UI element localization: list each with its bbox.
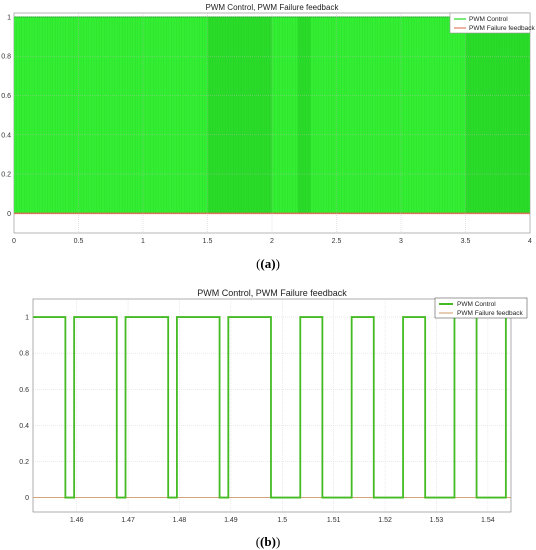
chart-b-y-ticks: 0 0.2 0.4 0.6 0.8 1: [19, 315, 29, 503]
chart-b-legend: PWM Control PWM Failure feedback: [434, 297, 528, 319]
chart-b-x-tick-label: 1.51: [327, 517, 341, 524]
caption-b: ((b)): [255, 534, 281, 549]
chart-b-x-tick-label: 1.52: [378, 517, 392, 524]
legend-label-pwm-control: PWM Control: [469, 16, 508, 23]
series-pwm-control-band-1: [297, 16, 311, 214]
series-pwm-control-band-2: [465, 16, 530, 214]
chart-b-x-tick-label: 1.47: [121, 517, 135, 524]
chart-b-x-ticks: 1.46 1.47 1.48 1.49 1.5 1.51 1.52 1.53 1.54: [70, 517, 495, 524]
caption-b-text: (b): [260, 534, 276, 549]
chart-a-y-tick-label: 0.4: [1, 132, 11, 139]
legend-b-label-pwm-control: PWM Control: [457, 301, 496, 308]
chart-b-plot-area: [32, 298, 512, 513]
chart-a-y-tick-label: 0: [7, 211, 11, 218]
chart-a-x-tick-label: 3.5: [461, 238, 471, 245]
chart-a-x-tick-label: 0.5: [74, 238, 84, 245]
legend-box: [449, 12, 531, 34]
chart-b-y-tick-label: 0.8: [19, 351, 29, 358]
chart-a-y-tick-label: 0.6: [1, 93, 11, 100]
chart-a-y-tick-label: 0.2: [1, 172, 11, 179]
series-pwm-control-line: [33, 316, 511, 499]
legend-b-label-pwm-failure-feedback: PWM Failure feedback: [457, 310, 523, 317]
chart-b-y-tick-label: 1: [25, 315, 29, 322]
chart-b-y-tick-label: 0.4: [19, 423, 29, 430]
chart-a-y-tick-label: 0.8: [1, 54, 11, 61]
chart-b-y-tick-label: 0: [25, 495, 29, 502]
chart-a-x-tick-label: 1: [141, 238, 145, 245]
chart-a-x-ticks: 0 0.5 1 1.5 2 2.5 3 3.5 4: [12, 238, 532, 245]
legend-label-pwm-failure-feedback: PWM Failure feedback: [469, 25, 535, 32]
caption-a: ((a)): [256, 256, 280, 271]
chart-b-x-tick-label: 1.49: [224, 517, 238, 524]
chart-b-x-tick-label: 1.48: [173, 517, 187, 524]
chart-b-x-tick-label: 1.54: [481, 517, 495, 524]
chart-a-x-tick-label: 2.5: [332, 238, 342, 245]
chart-a-x-tick-label: 0: [12, 238, 16, 245]
chart-b-title: PWM Control, PWM Failure feedback: [197, 288, 347, 298]
chart-a-x-tick-label: 4: [528, 238, 532, 245]
caption-a-text: (a): [260, 256, 276, 271]
chart-b-frame: [32, 298, 512, 513]
chart-a-legend: PWM Control PWM Failure feedback: [449, 12, 535, 34]
legend-box-b: [434, 297, 528, 319]
chart-b-x-tick-label: 1.46: [70, 517, 84, 524]
chart-a-x-tick-label: 1.5: [203, 238, 213, 245]
chart-a-y-ticks: 0 0.2 0.4 0.6 0.8 1: [1, 14, 11, 217]
chart-a-x-tick-label: 3: [399, 238, 403, 245]
chart-a-x-tick-label: 2: [270, 238, 274, 245]
chart-a-plot-area: [13, 12, 531, 234]
chart-a: PWM Control, PWM Failure feedback 0 0.5 1 1…: [1, 3, 535, 245]
chart-b-x-tick-label: 1.53: [430, 517, 444, 524]
chart-a-title: PWM Control, PWM Failure feedback: [206, 3, 340, 12]
series-pwm-control-band-0: [207, 16, 272, 214]
chart-b-y-tick-label: 0.6: [19, 387, 29, 394]
chart-a-y-tick-label: 1: [7, 14, 11, 21]
chart-b-y-tick-label: 0.2: [19, 459, 29, 466]
chart-b-x-tick-label: 1.5: [277, 517, 287, 524]
